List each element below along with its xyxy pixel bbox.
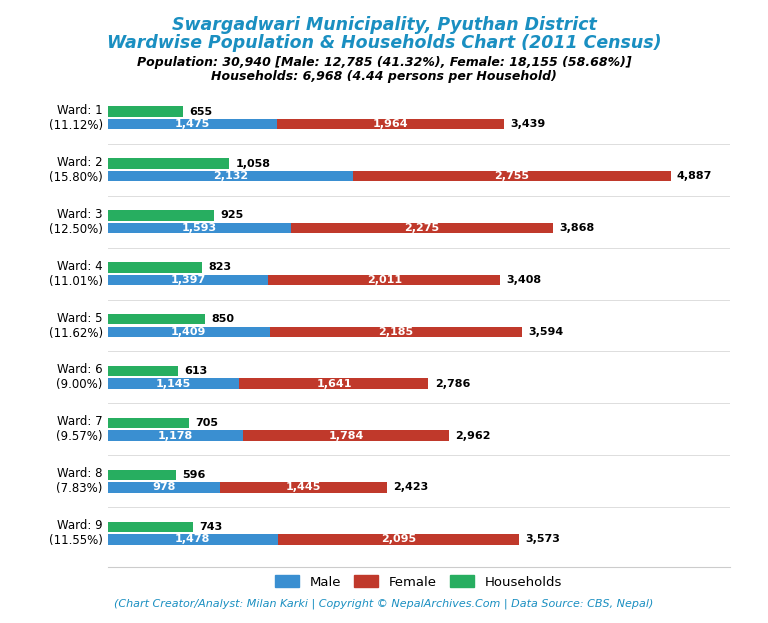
Text: 850: 850 — [212, 314, 235, 325]
Text: 1,445: 1,445 — [286, 482, 321, 493]
Bar — [108, 522, 193, 532]
Bar — [108, 470, 176, 480]
Text: 1,964: 1,964 — [372, 119, 409, 129]
Text: 3,408: 3,408 — [506, 275, 541, 285]
Bar — [108, 326, 270, 337]
Text: 2,962: 2,962 — [455, 430, 491, 440]
Bar — [270, 326, 521, 337]
Text: 1,593: 1,593 — [182, 223, 217, 233]
Text: Swargadwari Municipality, Pyuthan District: Swargadwari Municipality, Pyuthan Distri… — [171, 16, 597, 34]
Bar — [291, 223, 553, 233]
Text: 1,397: 1,397 — [170, 275, 206, 285]
Text: 2,275: 2,275 — [405, 223, 439, 233]
Bar — [220, 482, 386, 493]
Bar — [108, 262, 202, 273]
Text: 613: 613 — [184, 366, 207, 376]
Text: 2,423: 2,423 — [393, 482, 429, 493]
Bar — [108, 107, 183, 117]
Text: 3,439: 3,439 — [510, 119, 545, 129]
Text: Households: 6,968 (4.44 persons per Household): Households: 6,968 (4.44 persons per Hous… — [211, 70, 557, 83]
Bar — [243, 430, 449, 441]
Bar — [108, 275, 269, 285]
Text: 3,573: 3,573 — [525, 535, 561, 545]
Text: 925: 925 — [220, 211, 243, 221]
Text: 2,132: 2,132 — [213, 171, 248, 181]
Text: Wardwise Population & Households Chart (2011 Census): Wardwise Population & Households Chart (… — [107, 34, 661, 52]
Text: 1,641: 1,641 — [316, 379, 352, 389]
Text: 2,755: 2,755 — [495, 171, 529, 181]
Bar — [108, 158, 230, 169]
Bar — [108, 171, 353, 181]
Bar — [108, 535, 278, 545]
Text: 743: 743 — [200, 522, 223, 532]
Bar — [240, 379, 429, 389]
Bar — [278, 535, 519, 545]
Bar — [277, 119, 504, 130]
Text: 596: 596 — [183, 470, 206, 480]
Text: 2,095: 2,095 — [381, 535, 416, 545]
Text: 978: 978 — [152, 482, 176, 493]
Legend: Male, Female, Households: Male, Female, Households — [270, 570, 567, 594]
Bar — [108, 314, 205, 325]
Bar — [108, 366, 178, 376]
Text: 2,011: 2,011 — [367, 275, 402, 285]
Bar — [108, 119, 277, 130]
Text: 655: 655 — [189, 107, 213, 117]
Text: 3,594: 3,594 — [528, 326, 563, 337]
Text: 823: 823 — [209, 262, 232, 272]
Text: 1,475: 1,475 — [175, 119, 210, 129]
Text: 1,409: 1,409 — [171, 326, 207, 337]
Text: 2,185: 2,185 — [378, 326, 413, 337]
Text: 705: 705 — [195, 418, 218, 428]
Bar — [108, 211, 214, 221]
Bar — [108, 223, 291, 233]
Text: 1,784: 1,784 — [328, 430, 364, 440]
Bar — [353, 171, 670, 181]
Text: 1,178: 1,178 — [157, 430, 193, 440]
Text: (Chart Creator/Analyst: Milan Karki | Copyright © NepalArchives.Com | Data Sourc: (Chart Creator/Analyst: Milan Karki | Co… — [114, 599, 654, 609]
Text: 3,868: 3,868 — [559, 223, 594, 233]
Bar — [108, 482, 220, 493]
Text: 1,478: 1,478 — [175, 535, 210, 545]
Text: 2,786: 2,786 — [435, 379, 470, 389]
Bar — [269, 275, 500, 285]
Text: Population: 30,940 [Male: 12,785 (41.32%), Female: 18,155 (58.68%)]: Population: 30,940 [Male: 12,785 (41.32%… — [137, 56, 631, 69]
Text: 1,145: 1,145 — [156, 379, 191, 389]
Bar — [108, 430, 243, 441]
Bar — [108, 418, 189, 429]
Text: 4,887: 4,887 — [677, 171, 712, 181]
Text: 1,058: 1,058 — [236, 158, 271, 169]
Bar — [108, 379, 240, 389]
